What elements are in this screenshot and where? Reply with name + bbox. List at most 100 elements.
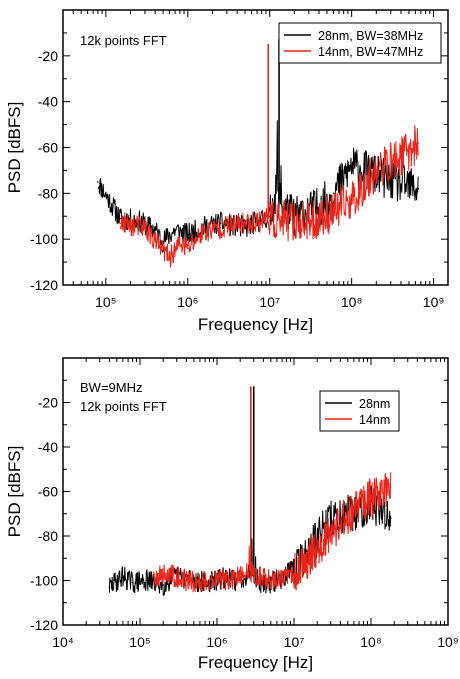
x-tick-label-top: 10⁷ — [259, 294, 280, 310]
y-tick-label-top: -40 — [38, 94, 58, 110]
x-axis-label-bottom: Frequency [Hz] — [198, 653, 313, 672]
data-point-14nm-top — [244, 222, 246, 224]
y-tick-label-bottom: -100 — [30, 573, 58, 589]
x-axis-label-top: Frequency [Hz] — [198, 315, 313, 334]
chart-top: -20 -40 -60 -80 -100 -120 10⁵ 10⁶ 10⁷ 10⁸ 10⁹ 12k … — [5, 9, 449, 334]
x-tick-label-top: 10⁸ — [341, 294, 363, 310]
data-point-28nm-bottom — [193, 579, 195, 582]
data-point-28nm-top — [400, 183, 402, 185]
y-tick-label-bottom: -120 — [30, 617, 58, 633]
data-point-14nm-bottom — [216, 577, 218, 580]
data-point-14nm-bottom — [199, 581, 201, 584]
y-tick-label-bottom: -80 — [38, 528, 58, 544]
data-point-14nm-top — [119, 222, 122, 224]
x-tick-label-top: 10⁵ — [95, 294, 116, 310]
data-point-14nm-bottom — [250, 386, 252, 388]
y-tick-label-bottom: -60 — [38, 484, 58, 500]
x-tick-label-top: 10⁶ — [177, 294, 198, 310]
legend-label-28nm-bottom: 28nm — [359, 397, 390, 411]
x-tick-label-bottom: 10⁸ — [360, 634, 382, 650]
y-tick-label-top: -100 — [30, 231, 58, 247]
data-point-14nm-bottom — [370, 497, 372, 499]
data-point-28nm-bottom — [108, 586, 111, 588]
y-tick-label-bottom: -20 — [38, 395, 58, 411]
data-point-14nm-top — [350, 199, 353, 202]
x-tick-label-top: 10⁹ — [423, 294, 445, 310]
data-point-28nm-top — [97, 181, 99, 183]
y-axis-label-bottom: PSD [dBFS] — [5, 446, 24, 538]
data-point-14nm-top — [267, 43, 270, 46]
data-point-28nm-bottom — [162, 584, 164, 586]
data-point-28nm-bottom — [389, 517, 392, 519]
y-tick-label-top: -80 — [38, 185, 58, 201]
data-point-28nm-top — [186, 233, 189, 236]
x-tick-label-bottom: 10⁷ — [284, 634, 305, 650]
data-point-14nm-bottom — [276, 579, 278, 582]
data-point-28nm-top — [119, 217, 122, 220]
legend-top: 28nm, BW=38MHz 14nm, BW=47MHz — [278, 22, 442, 64]
data-point-28nm-top — [350, 165, 353, 167]
data-point-14nm-top — [179, 242, 181, 245]
data-point-28nm-bottom — [145, 579, 147, 582]
annotation-bw-bottom: BW=9MHz — [80, 380, 142, 395]
data-point-14nm-top — [265, 215, 268, 218]
chart-marks-top: -20 -40 -60 -80 -100 -120 10⁵ 10⁶ 10⁷ 10⁸ 10⁹ — [30, 10, 448, 310]
series-line-14nm-bottom — [153, 472, 392, 593]
data-point-14nm-top — [158, 245, 161, 247]
data-point-28nm-bottom — [252, 386, 255, 388]
series-line-14nm-top — [119, 125, 419, 268]
data-point-14nm-top — [332, 210, 335, 213]
data-point-14nm-top — [283, 220, 285, 222]
legend-box-bottom — [319, 390, 400, 432]
data-point-14nm-bottom — [185, 579, 188, 582]
data-point-14nm-top — [144, 226, 146, 229]
data-point-28nm-top — [174, 229, 176, 231]
data-point-14nm-top — [219, 226, 222, 229]
legend-bottom: 28nm 14nm — [319, 390, 400, 432]
data-point-14nm-bottom — [251, 573, 254, 575]
data-point-14nm-bottom — [169, 573, 172, 575]
data-point-14nm-bottom — [262, 577, 265, 580]
data-point-14nm-bottom — [229, 579, 232, 582]
annotation-fft-top: 12k points FFT — [80, 33, 167, 48]
data-point-14nm-top — [260, 220, 263, 222]
data-point-28nm-bottom — [122, 575, 124, 577]
legend-label-28nm-top: 28nm, BW=38MHz — [318, 29, 423, 43]
data-point-28nm-top — [280, 203, 283, 206]
legend-label-14nm-top: 14nm, BW=47MHz — [318, 45, 423, 59]
data-point-14nm-bottom — [248, 568, 250, 571]
data-point-14nm-bottom — [353, 508, 355, 511]
x-tick-label-bottom: 10⁶ — [206, 634, 227, 650]
data-point-14nm-bottom — [152, 575, 155, 577]
data-point-14nm-top — [375, 169, 378, 172]
data-point-14nm-bottom — [293, 573, 295, 575]
x-tick-label-bottom: 10⁹ — [437, 634, 459, 650]
y-tick-label-bottom: -40 — [38, 439, 58, 455]
data-point-28nm-bottom — [131, 581, 134, 584]
data-point-28nm-top — [275, 192, 277, 195]
data-point-14nm-bottom — [242, 575, 245, 577]
y-tick-label-top: -120 — [30, 277, 58, 293]
y-tick-label-top: -20 — [38, 48, 58, 64]
data-point-28nm-top — [154, 229, 156, 231]
x-tick-label-bottom: 10⁴ — [52, 634, 74, 650]
data-point-14nm-top — [307, 222, 310, 224]
data-point-14nm-top — [417, 142, 420, 144]
y-axis-label-top: PSD [dBFS] — [5, 102, 24, 194]
legend-label-14nm-bottom: 14nm — [359, 413, 390, 427]
data-point-14nm-bottom — [306, 557, 309, 560]
data-point-14nm-top — [400, 155, 402, 158]
data-point-28nm-top — [417, 187, 420, 190]
legend-box-top — [278, 22, 442, 64]
data-point-14nm-top — [268, 220, 271, 222]
data-point-14nm-bottom — [329, 530, 332, 533]
annotation-fft-bottom: 12k points FFT — [80, 399, 167, 414]
data-point-14nm-top — [168, 256, 171, 259]
x-tick-label-bottom: 10⁵ — [129, 634, 150, 650]
data-point-28nm-top — [219, 222, 222, 224]
data-point-14nm-bottom — [389, 486, 392, 488]
data-point-14nm-top — [186, 247, 189, 250]
y-tick-label-top: -60 — [38, 140, 58, 156]
